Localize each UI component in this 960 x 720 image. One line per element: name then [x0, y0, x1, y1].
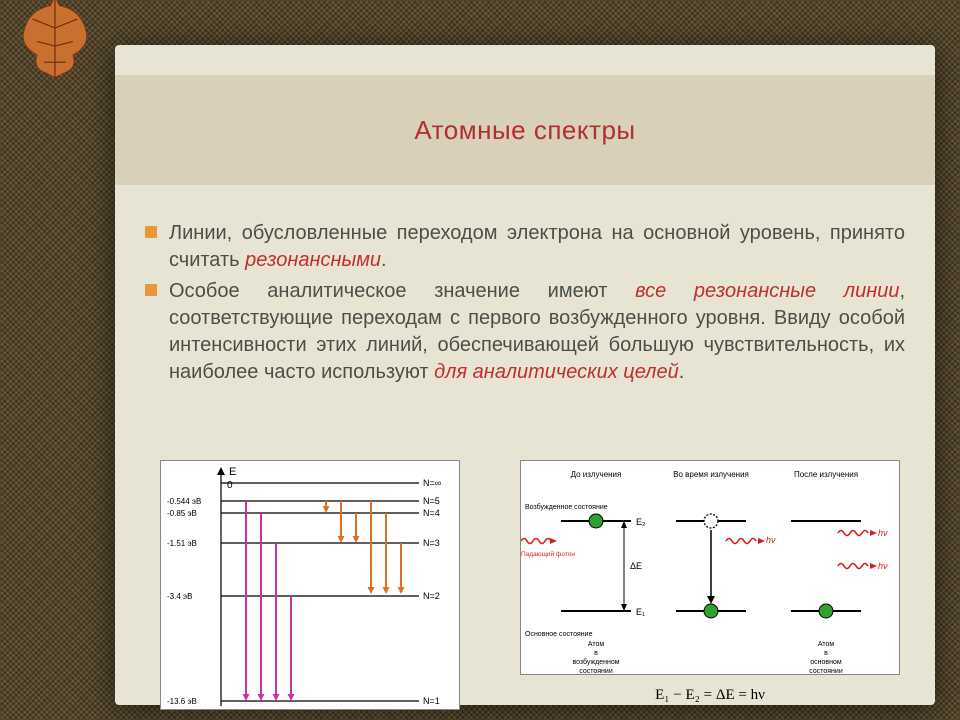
- svg-text:ΔE: ΔE: [630, 561, 642, 571]
- svg-text:в: в: [594, 650, 598, 657]
- svg-text:Во время излучения: Во время излучения: [673, 470, 749, 479]
- svg-text:-13.6 эВ: -13.6 эВ: [167, 697, 197, 706]
- autumn-leaf-decoration: [10, 0, 100, 82]
- energy-level-diagram: E 0 N=∞ -0.544 эВ N=5 -0.85 эВ N=4 -1.51 эВ N=3 -…: [160, 460, 460, 710]
- bullet-marker-icon: [145, 226, 157, 238]
- svg-text:возбужденном: возбужденном: [572, 658, 619, 666]
- svg-text:E: E: [229, 466, 236, 478]
- svg-text:До излучения: До излучения: [571, 470, 622, 479]
- svg-text:N=∞: N=∞: [423, 478, 441, 488]
- bullet-2-pre: Особое аналитическое значение имеют: [169, 280, 635, 302]
- emission-process-diagram: До излучения Во время излучения После излу…: [520, 460, 900, 675]
- svg-text:0: 0: [227, 480, 233, 491]
- title-band: Атомные спектры: [115, 75, 935, 185]
- slide-title: Атомные спектры: [414, 115, 635, 146]
- svg-text:Падающий фотон: Падающий фотон: [521, 550, 575, 558]
- svg-text:Возбужденное состояние: Возбужденное состояние: [525, 503, 608, 511]
- svg-text:N=1: N=1: [423, 696, 440, 706]
- svg-text:основном: основном: [810, 659, 842, 666]
- svg-text:hν: hν: [878, 561, 888, 571]
- bullet-1-text: Линии, обусловленные переходом электрона…: [169, 220, 905, 274]
- svg-text:N=2: N=2: [423, 591, 440, 601]
- content-area: Линии, обусловленные переходом электрона…: [145, 220, 905, 390]
- svg-text:N=4: N=4: [423, 508, 440, 518]
- svg-text:Основное состояние: Основное состояние: [525, 631, 593, 638]
- svg-text:состоянии: состоянии: [579, 668, 613, 675]
- svg-text:Атом: Атом: [588, 641, 605, 648]
- bullet-2: Особое аналитическое значение имеют все …: [145, 278, 905, 386]
- svg-text:N=5: N=5: [423, 496, 440, 506]
- emission-process-svg: До излучения Во время излучения После излу…: [521, 461, 901, 676]
- bullet-2-text: Особое аналитическое значение имеют все …: [169, 278, 905, 386]
- bullet-1: Линии, обусловленные переходом электрона…: [145, 220, 905, 274]
- figures-row: E 0 N=∞ -0.544 эВ N=5 -0.85 эВ N=4 -1.51 эВ N=3 -…: [160, 460, 890, 710]
- svg-text:hν: hν: [766, 535, 776, 545]
- svg-text:E₂: E₂: [636, 517, 646, 527]
- bullet-1-em: резонансными: [245, 249, 381, 271]
- energy-level-svg: E 0 N=∞ -0.544 эВ N=5 -0.85 эВ N=4 -1.51 эВ N=3 -…: [161, 461, 461, 711]
- bullet-2-em2: для аналитических целей: [434, 361, 679, 383]
- svg-text:После излучения: После излучения: [794, 470, 858, 479]
- bullet-1-post: .: [381, 249, 387, 271]
- svg-text:N=3: N=3: [423, 538, 440, 548]
- svg-text:Атом: Атом: [818, 641, 835, 648]
- svg-text:-1.51 эВ: -1.51 эВ: [167, 539, 197, 548]
- bullet-2-em1: все резонансные линии: [635, 280, 899, 302]
- svg-text:в: в: [824, 650, 828, 657]
- energy-formula: E₁ − E₂ = ΔE = hν: [521, 687, 899, 704]
- slide-card: Атомные спектры Линии, обусловленные пер…: [115, 45, 935, 705]
- svg-text:-0.544 эВ: -0.544 эВ: [167, 497, 201, 506]
- svg-text:-3.4 эВ: -3.4 эВ: [167, 592, 192, 601]
- svg-text:E₁: E₁: [636, 607, 645, 617]
- svg-text:-0.85 эВ: -0.85 эВ: [167, 509, 197, 518]
- svg-text:состоянии: состоянии: [809, 668, 843, 675]
- bullet-2-post: .: [679, 361, 685, 383]
- svg-text:hν: hν: [878, 528, 888, 538]
- bullet-marker-icon: [145, 284, 157, 296]
